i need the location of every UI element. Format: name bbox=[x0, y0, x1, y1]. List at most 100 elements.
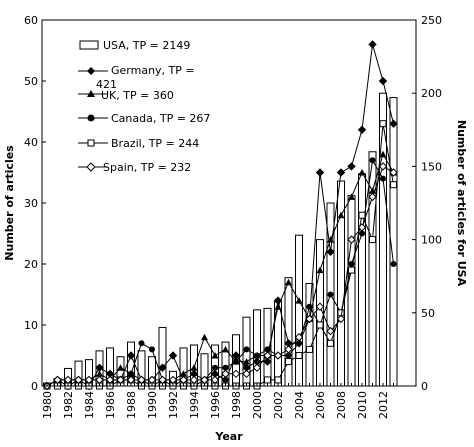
data-point bbox=[337, 211, 345, 219]
x-tick-label: 2008 bbox=[335, 391, 348, 419]
data-point bbox=[336, 314, 346, 324]
usa-bar bbox=[295, 234, 303, 387]
data-point bbox=[326, 247, 335, 257]
data-point bbox=[212, 364, 218, 371]
x-tick-label: 2000 bbox=[251, 391, 264, 419]
data-point bbox=[379, 150, 387, 158]
data-point bbox=[295, 352, 303, 359]
data-point bbox=[315, 302, 325, 311]
data-point bbox=[306, 303, 313, 310]
usa-bar bbox=[305, 283, 314, 387]
data-point bbox=[378, 162, 388, 171]
y-right-tick-label: 200 bbox=[421, 87, 442, 100]
data-point bbox=[243, 346, 250, 353]
data-point bbox=[274, 303, 282, 310]
data-point bbox=[359, 230, 365, 237]
usa-bar bbox=[253, 309, 261, 387]
data-point bbox=[243, 358, 250, 365]
y-tick-label: 20 bbox=[24, 258, 38, 271]
y-tick-label: 40 bbox=[24, 136, 38, 149]
x-tick-label: 2010 bbox=[356, 391, 369, 419]
data-point bbox=[254, 352, 260, 359]
legend-label-germany-line1: Germany, TP = bbox=[111, 64, 195, 77]
x-tick-label: 1992 bbox=[167, 391, 180, 419]
x-tick-label: 2012 bbox=[377, 391, 390, 419]
data-point bbox=[390, 181, 397, 189]
data-point bbox=[316, 321, 324, 329]
data-point bbox=[358, 169, 366, 176]
series-line bbox=[46, 165, 394, 387]
data-point bbox=[117, 364, 124, 371]
legend-label-brazil: Brazil, TP = 244 bbox=[111, 137, 199, 150]
y-right-tick-label: 50 bbox=[421, 307, 435, 320]
data-point bbox=[294, 332, 304, 342]
legend-label-uk: UK, TP = 360 bbox=[101, 89, 174, 102]
x-tick-label: 1986 bbox=[104, 391, 117, 419]
x-tick-label: 1982 bbox=[62, 391, 75, 419]
data-point bbox=[368, 40, 377, 49]
y-tick-label: 60 bbox=[24, 14, 38, 27]
y-tick-label: 10 bbox=[24, 319, 38, 332]
data-point bbox=[357, 125, 367, 135]
data-point bbox=[369, 157, 376, 164]
legend-marker-uk bbox=[87, 90, 95, 97]
data-point bbox=[285, 278, 292, 286]
legend-marker-canada bbox=[87, 114, 95, 122]
data-point bbox=[295, 297, 303, 304]
data-point bbox=[149, 346, 155, 353]
data-point bbox=[138, 340, 145, 347]
x-tick-label: 2002 bbox=[272, 391, 285, 419]
data-point bbox=[348, 193, 355, 200]
y-tick-label: 30 bbox=[24, 197, 38, 210]
data-point bbox=[358, 211, 366, 219]
data-point bbox=[316, 266, 324, 274]
data-point bbox=[263, 351, 272, 360]
data-point bbox=[252, 363, 262, 372]
data-point bbox=[221, 369, 230, 379]
legend-label-canada: Canada, TP = 267 bbox=[111, 112, 210, 125]
data-point bbox=[327, 236, 334, 243]
usa-bar bbox=[358, 173, 366, 387]
data-point bbox=[369, 236, 376, 244]
data-point bbox=[379, 120, 387, 128]
data-point bbox=[326, 326, 335, 336]
x-tick-label: 1990 bbox=[146, 391, 159, 419]
data-point bbox=[242, 369, 251, 379]
data-point bbox=[211, 352, 219, 359]
y-right-tick-label: 250 bbox=[421, 14, 442, 27]
data-point bbox=[327, 291, 334, 298]
y-right-tick-label: 150 bbox=[421, 160, 442, 173]
data-point bbox=[336, 168, 346, 177]
x-tick-label: 1994 bbox=[188, 391, 201, 419]
x-tick-label: 2004 bbox=[293, 391, 306, 419]
data-point bbox=[368, 192, 377, 202]
legend-marker-germany bbox=[87, 67, 95, 75]
axis-ticks: 0 10 20 30 40 50 60 0 50 100 150 200 250 1980 1982 1984… bbox=[24, 14, 442, 419]
data-point bbox=[327, 339, 334, 347]
data-point bbox=[273, 351, 283, 360]
series-line bbox=[46, 152, 394, 387]
y-right-tick-label: 100 bbox=[421, 234, 442, 247]
legend-label-usa: USA, TP = 2149 bbox=[103, 39, 190, 52]
usa-bars bbox=[43, 92, 398, 387]
data-point bbox=[389, 119, 398, 128]
series-4 bbox=[42, 162, 398, 391]
data-point bbox=[347, 162, 356, 171]
data-point bbox=[390, 261, 397, 267]
x-axis-title: Year bbox=[214, 430, 243, 443]
x-tick-label: 1998 bbox=[230, 391, 243, 419]
data-point bbox=[347, 235, 356, 244]
data-point bbox=[380, 175, 386, 182]
data-point bbox=[96, 370, 103, 377]
y-axis-right-title: Number of articles for USA bbox=[455, 120, 468, 287]
legend-bar-swatch bbox=[79, 40, 99, 50]
data-point bbox=[233, 358, 239, 365]
y-right-tick-label: 0 bbox=[421, 380, 428, 393]
x-tick-label: 1996 bbox=[209, 391, 222, 419]
legend-label-germany-line2: 421 bbox=[96, 78, 117, 91]
data-point bbox=[285, 358, 292, 366]
data-point bbox=[222, 345, 229, 353]
data-point bbox=[284, 345, 293, 354]
data-point bbox=[190, 364, 198, 371]
